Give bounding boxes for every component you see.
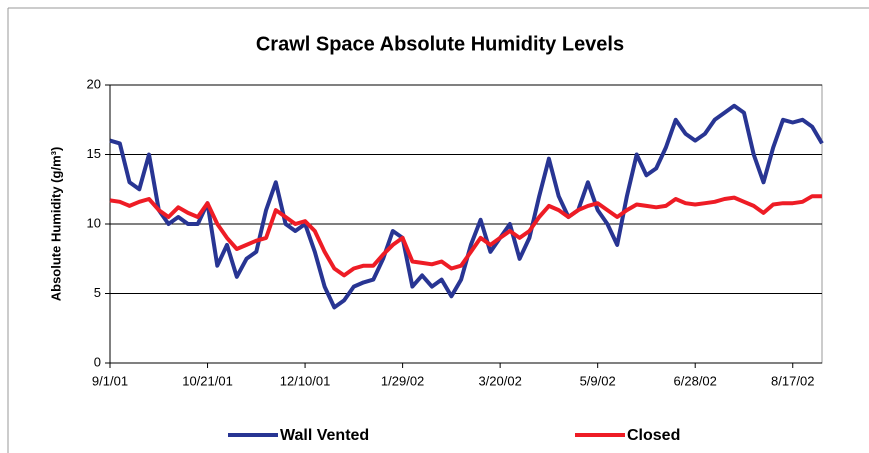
x-tick-label: 10/21/01 — [182, 373, 233, 388]
y-axis-label: Absolute Humidity (g/m³) — [48, 147, 63, 302]
x-tick-label: 6/28/02 — [674, 373, 717, 388]
y-tick-label: 20 — [87, 76, 101, 91]
y-tick-label: 0 — [94, 354, 101, 369]
chart-title: Crawl Space Absolute Humidity Levels — [256, 33, 624, 55]
x-tick-label: 3/20/02 — [478, 373, 521, 388]
series-line — [109, 103, 824, 310]
series-line — [109, 194, 822, 278]
legend-label: Closed — [627, 427, 680, 444]
x-tick-label: 8/17/02 — [771, 373, 814, 388]
x-tick-label: 1/29/02 — [381, 373, 424, 388]
y-tick-label: 5 — [94, 285, 101, 300]
x-tick-label: 9/1/01 — [92, 373, 128, 388]
x-tick-label: 12/10/01 — [280, 373, 331, 388]
y-tick-label: 15 — [87, 146, 101, 161]
x-tick-label: 5/9/02 — [580, 373, 616, 388]
y-tick-label: 10 — [87, 215, 101, 230]
legend-label: Wall Vented — [280, 427, 369, 444]
